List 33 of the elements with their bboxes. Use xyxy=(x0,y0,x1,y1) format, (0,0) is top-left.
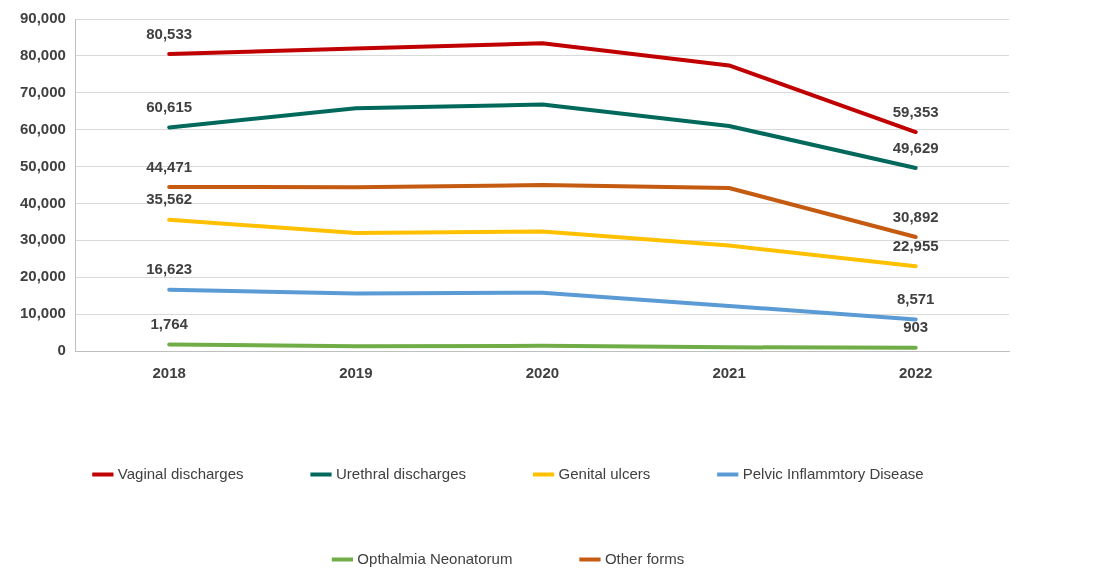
y-tick-label: 60,000 xyxy=(19,119,66,137)
y-tick-label: 50,000 xyxy=(19,156,66,174)
data-label: 903 xyxy=(903,318,929,336)
data-label: 44,471 xyxy=(146,157,193,175)
data-label: 30,892 xyxy=(892,207,939,225)
y-tick-label: 80,000 xyxy=(19,46,66,64)
legend-label: Opthalmia Neonatorum xyxy=(357,549,513,567)
data-label: 22,955 xyxy=(892,236,939,254)
x-tick-label: 2019 xyxy=(339,364,373,382)
x-tick-label: 2021 xyxy=(712,364,746,382)
y-tick-label: 30,000 xyxy=(19,230,66,248)
data-label: 80,533 xyxy=(146,24,193,42)
data-label: 35,562 xyxy=(146,190,193,208)
y-tick-label: 0 xyxy=(57,341,66,359)
y-tick-label: 90,000 xyxy=(19,9,66,27)
data-label: 16,623 xyxy=(146,260,193,278)
data-label: 49,629 xyxy=(892,138,939,156)
y-tick-label: 20,000 xyxy=(19,267,66,285)
legend-label: Genital ulcers xyxy=(558,464,651,482)
legend-label: Pelvic Inflammtory Disease xyxy=(742,464,924,482)
y-tick-label: 10,000 xyxy=(19,304,66,322)
data-label: 59,353 xyxy=(892,102,939,120)
legend-label: Other forms xyxy=(604,549,685,567)
data-label: 60,615 xyxy=(146,98,193,116)
y-tick-label: 40,000 xyxy=(19,193,66,211)
x-tick-label: 2018 xyxy=(152,364,186,382)
y-tick-label: 70,000 xyxy=(19,82,66,100)
x-tick-label: 2020 xyxy=(525,364,560,382)
data-label: 8,571 xyxy=(896,290,935,308)
legend-label: Vaginal discharges xyxy=(117,464,244,482)
x-tick-label: 2022 xyxy=(899,364,933,382)
data-label: 1,764 xyxy=(150,315,189,333)
legend-label: Urethral discharges xyxy=(335,464,467,482)
